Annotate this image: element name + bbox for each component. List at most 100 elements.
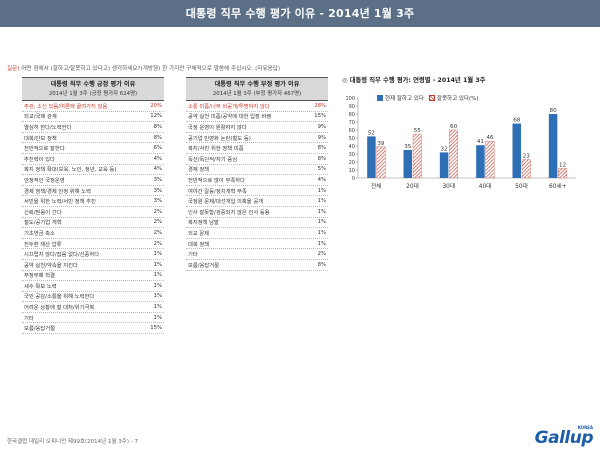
- negative-table-row: 전반적으로 많이 부족하다 4%: [186, 175, 328, 186]
- bar-disapprove: [412, 133, 422, 179]
- negative-reason-label: 경제 정책: [188, 167, 210, 174]
- legend-item-disapprove: 잘못하고 있다(%): [428, 94, 479, 102]
- negative-table-row: 기타 2%: [186, 249, 328, 260]
- positive-reason-value: 1%: [153, 304, 162, 311]
- y-tick-label: 100: [345, 96, 355, 102]
- bar-approve: [403, 150, 412, 178]
- chart-title: ◎ 대통령 직무 수행 평가: 연령별 - 2014년 1월 3주: [342, 75, 486, 84]
- x-category-label: 20대: [406, 182, 419, 190]
- chart-title-bullet: ◎: [342, 77, 348, 84]
- legend-label-disapprove: 잘못하고 있다(%): [436, 96, 479, 102]
- negative-table-row: 외교 문제 1%: [186, 228, 328, 239]
- positive-table-row: 추진력이 있다 4%: [22, 154, 164, 165]
- logo-gallup-text: Gallup: [534, 428, 594, 448]
- y-tick-label: 0: [352, 176, 355, 182]
- negative-reason-label: 인사 잘못함/검증되지 않은 인사 등용: [188, 209, 270, 216]
- positive-table-row: 대북/안보 정책 8%: [22, 133, 164, 144]
- bar-value-label: 39: [377, 141, 385, 147]
- positive-table-row: 철도/공기업 개혁 2%: [22, 218, 164, 229]
- positive-reason-label: 주관, 소신 있음/여론에 끌려가지 않음: [24, 103, 108, 110]
- negative-reason-value: 28%: [314, 102, 326, 109]
- negative-reason-value: 1%: [317, 219, 326, 226]
- positive-reason-label: 안정적인 국정운영: [24, 177, 65, 184]
- positive-reason-value: 4%: [153, 166, 162, 173]
- positive-reason-value: 20%: [150, 102, 162, 109]
- negative-table-row: 모름/응답거절 8%: [186, 260, 328, 271]
- bar-value-label: 68: [513, 118, 521, 124]
- negative-reasons-table: 대통령 직무 수행 부정 평가 이유 2014년 1월 3주 (부정 평가자 4…: [186, 77, 328, 271]
- x-category-label: 30대: [442, 182, 455, 190]
- positive-reason-label: 외교/국제 관계: [24, 114, 57, 121]
- negative-table-row: 국정 운영이 원활하지 않다 9%: [186, 122, 328, 133]
- negative-table-row: 복지/서민 위한 정책 미흡 8%: [186, 143, 328, 154]
- positive-reason-label: 경제 정책/경제 안정 위해 노력: [24, 188, 91, 195]
- negative-table-title: 대통령 직무 수행 부정 평가 이유: [214, 81, 300, 88]
- positive-reason-value: 15%: [150, 325, 162, 332]
- negative-table-row: 대북 정책 1%: [186, 239, 328, 250]
- page-title: 대통령 직무 수행 평가 이유 - 2014년 1월 3주: [0, 0, 600, 27]
- positive-reason-value: 1%: [153, 261, 162, 268]
- positive-reason-value: 2%: [153, 229, 162, 236]
- bar-disapprove: [449, 129, 458, 179]
- negative-table-row: 국정원 문제/대선개입 의혹을 공개 1%: [186, 196, 328, 207]
- negative-table-header: 대통령 직무 수행 부정 평가 이유 2014년 1월 3주 (부정 평가자 4…: [186, 77, 328, 101]
- positive-reason-label: 전두환 재산 압류: [24, 241, 62, 248]
- positive-table-row: 공약 실천/약속을 지킨다 1%: [22, 260, 164, 271]
- negative-reason-value: 8%: [317, 155, 326, 162]
- bar-value-label: 80: [550, 108, 558, 114]
- positive-reason-value: 3%: [153, 187, 162, 194]
- negative-reason-value: 4%: [317, 176, 326, 183]
- positive-table-body: 주관, 소신 있음/여론에 끌려가지 않음 20% 외교/국제 관계 12% 열심히 한…: [22, 101, 164, 335]
- negative-reason-label: 외교 문제: [188, 230, 210, 237]
- positive-table-row: 안정적인 국정운영 3%: [22, 175, 164, 186]
- positive-reason-value: 8%: [153, 123, 162, 130]
- negative-reason-value: 15%: [314, 113, 326, 120]
- positive-table-row: 전반적으로 잘한다 6%: [22, 143, 164, 154]
- bar-disapprove: [376, 146, 386, 179]
- y-tick-label: 50: [349, 136, 355, 142]
- bar-value-label: 60: [450, 124, 458, 130]
- positive-reason-label: 대북/안보 정책: [24, 135, 57, 142]
- positive-reason-value: 2%: [153, 208, 162, 215]
- positive-reason-value: 6%: [153, 145, 162, 152]
- negative-reason-label: 대북 정책: [188, 241, 210, 248]
- positive-reason-value: 12%: [150, 113, 162, 120]
- positive-table-row: 모름/응답거절 15%: [22, 323, 164, 335]
- negative-reason-label: 기타: [188, 252, 198, 259]
- positive-reason-label: 세수 확보 노력: [24, 283, 57, 290]
- positive-table-row: 주관, 소신 있음/여론에 끌려가지 않음 20%: [22, 101, 164, 112]
- question-text: 어떤 점에서 (잘하고/잘못하고 있다고) 생각하세요?(개방형) 한 가지만 …: [19, 66, 281, 72]
- negative-table-row: 공기업 민영화 논란(철도 등) 9%: [186, 133, 328, 144]
- positive-table-row: 시끄럽지 않다/잡음 없다/신중하다 1%: [22, 249, 164, 260]
- y-tick-label: 60: [349, 128, 355, 134]
- negative-reason-value: 9%: [317, 134, 326, 141]
- bar-approve: [548, 114, 558, 178]
- positive-reason-value: 1%: [153, 314, 162, 321]
- negative-reason-label: 공기업 민영화 논란(철도 등): [188, 135, 251, 142]
- positive-reason-value: 8%: [153, 134, 162, 141]
- positive-table-title: 대통령 직무 수행 긍정 평가 이유: [50, 81, 136, 88]
- survey-question: 질문) 어떤 점에서 (잘하고/잘못하고 있다고) 생각하세요?(개방형) 한 …: [7, 64, 337, 72]
- x-category-label: 60세+: [549, 182, 567, 190]
- bar-approve: [476, 145, 485, 178]
- question-tag: 질문): [7, 66, 20, 72]
- positive-table-row: 경제 정책/경제 안정 위해 노력 3%: [22, 186, 164, 197]
- legend-item-approve: 현재 잘하고 있다: [377, 94, 424, 102]
- positive-reason-label: 신뢰/믿음이 간다: [24, 209, 62, 216]
- positive-reason-label: 전반적으로 잘한다: [24, 146, 65, 153]
- positive-table-row: 복지 정책 확대(보육, 노인, 청년, 교육 등) 4%: [22, 165, 164, 176]
- positive-reason-value: 3%: [153, 176, 162, 183]
- positive-reason-label: 기초연금 축소: [24, 230, 55, 237]
- positive-reason-label: 추진력이 있다: [24, 156, 55, 163]
- negative-table-row: 여야간 갈등/정치개혁 부족 1%: [186, 186, 328, 197]
- negative-reason-value: 5%: [317, 166, 326, 173]
- bar-value-label: 55: [414, 128, 422, 134]
- y-tick-label: 30: [349, 152, 355, 158]
- negative-table-row: 소통 미흡/너무 비공개/투명하지 않다 28%: [186, 101, 328, 112]
- positive-table-row: 기타 1%: [22, 313, 164, 324]
- positive-reason-value: 1%: [153, 251, 162, 258]
- bar-value-label: 32: [441, 146, 448, 152]
- negative-reason-label: 국정원 문제/대선개입 의혹을 공개: [188, 199, 264, 206]
- negative-table-row: 독선/독단적/자기 중심 8%: [186, 154, 328, 165]
